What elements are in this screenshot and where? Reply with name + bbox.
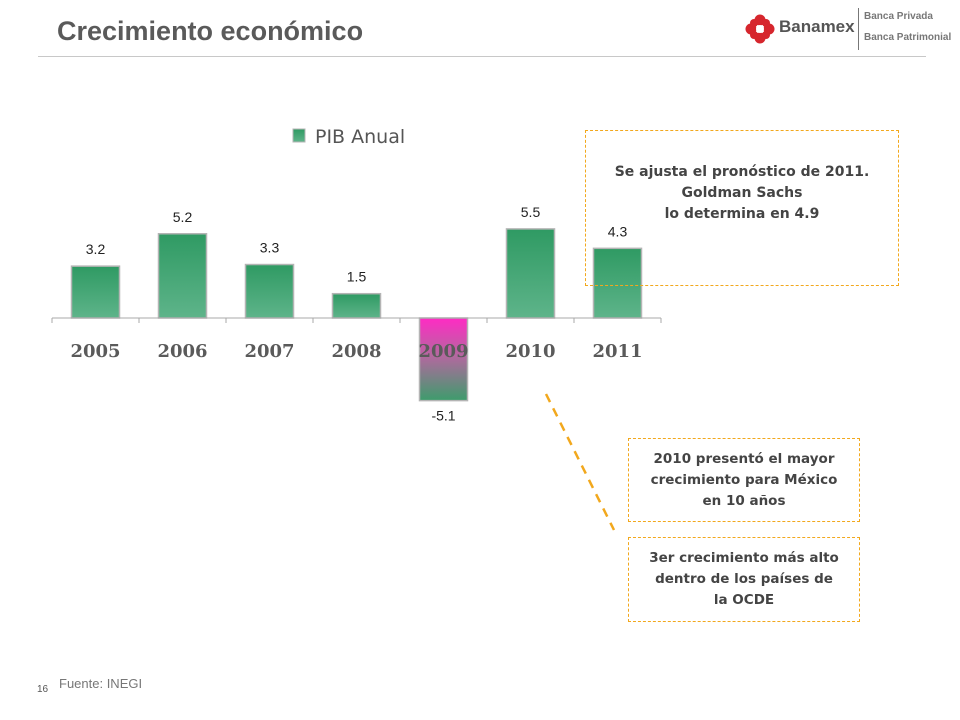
x-tick-label-2005: 2005 [70,341,120,362]
logo-brand: Banamex [779,17,855,36]
data-label-2006: 5.2 [173,209,193,225]
data-label-2009: -5.1 [431,408,455,424]
bar-2011 [592,247,643,319]
data-label-2010: 5.5 [521,204,541,220]
data-label-2007: 3.3 [260,240,280,256]
logo-line-1: Banca Privada [864,11,933,22]
banamex-flower-icon [745,14,775,44]
page-title: Crecimiento económico [57,16,364,46]
bar-2005 [70,265,121,319]
x-tick-label-2008: 2008 [331,341,381,362]
growth-2010-note-text: 2010 presentó el mayor crecimiento para … [650,450,838,509]
bar-2007 [244,263,295,319]
data-label-2008: 1.5 [347,269,367,285]
x-tick-label-2009: 2009 [418,341,468,362]
bar-2010 [505,228,556,319]
growth-2010-note: 2010 presentó el mayor crecimiento para … [628,438,860,522]
logo-line-2: Banca Patrimonial [864,32,952,43]
source-note: Fuente: INEGI [59,676,143,691]
ocde-note: 3er crecimiento más alto dentro de los p… [628,537,860,622]
bar-2006 [157,233,208,319]
page-number: 16 [37,684,49,695]
ocde-note-text: 3er crecimiento más alto dentro de los p… [649,550,839,608]
chart-legend: PIB Anual [292,126,405,148]
forecast-note-text: Se ajusta el pronóstico de 2011. Goldman… [614,164,870,222]
x-tick-label-2007: 2007 [244,341,294,362]
bar-2008 [331,292,382,319]
forecast-note: Se ajusta el pronóstico de 2011. Goldman… [585,130,899,286]
title-divider [38,56,926,57]
data-label-2011: 4.3 [608,223,628,239]
banamex-logo: Banamex Banca Privada Banca Patrimonial [745,6,957,52]
data-label-2005: 3.2 [86,241,106,257]
legend-swatch [292,128,306,143]
logo-divider [858,8,859,50]
x-tick-label-2006: 2006 [157,341,207,362]
x-tick-label-2010: 2010 [505,341,555,362]
x-tick-label-2011: 2011 [592,341,642,362]
connector-line [544,393,616,531]
legend-label: PIB Anual [315,126,405,148]
